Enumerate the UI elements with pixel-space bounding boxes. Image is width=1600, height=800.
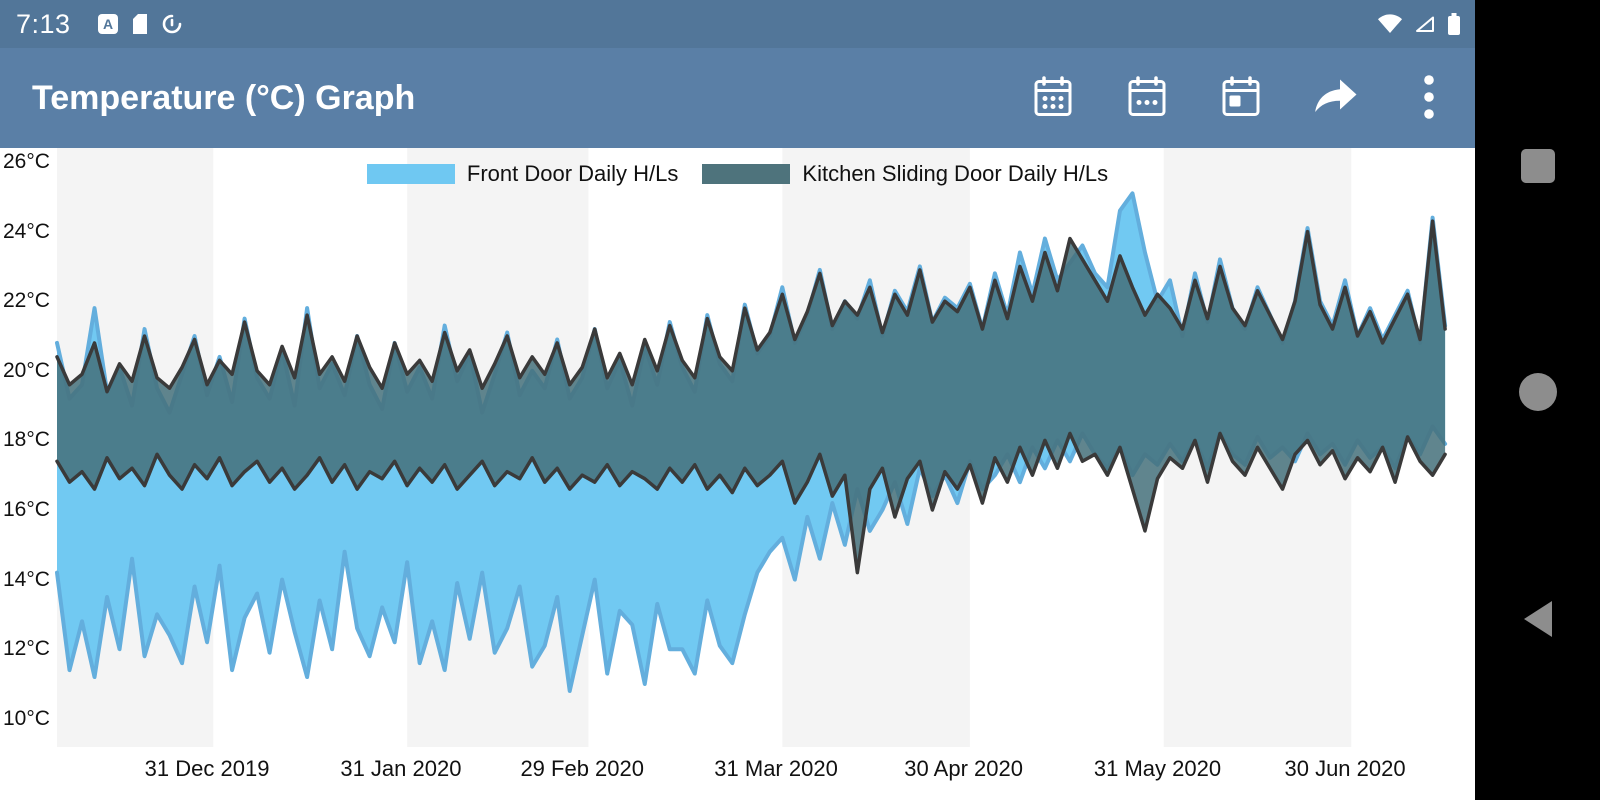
y-axis-label: 10°C — [3, 706, 50, 730]
chart-canvas[interactable] — [0, 148, 1475, 800]
legend-label-front-door: Front Door Daily H/Ls — [466, 161, 679, 186]
y-axis-label: 20°C — [3, 358, 50, 382]
back-triangle-icon — [1518, 597, 1558, 644]
data-saver-icon — [161, 13, 183, 35]
recents-square-icon — [1518, 146, 1558, 189]
calendar-dots-grid-icon — [1031, 75, 1075, 122]
legend-label-kitchen-door: Kitchen Sliding Door Daily H/Ls — [802, 161, 1109, 186]
app-bar-actions — [1029, 74, 1453, 122]
legend-item-front-door: Front Door Daily H/Ls — [366, 161, 679, 187]
x-axis-label: 30 Apr 2020 — [904, 756, 1023, 781]
svg-text:A: A — [103, 16, 113, 32]
legend-swatch-kitchen-door — [702, 164, 791, 184]
home-button[interactable] — [1514, 369, 1562, 417]
status-time: 7:13 — [16, 8, 71, 39]
status-bar: 7:13 A — [0, 0, 1475, 48]
legend-item-kitchen-door: Kitchen Sliding Door Daily H/Ls — [702, 161, 1108, 187]
back-button[interactable] — [1514, 596, 1562, 644]
x-axis-label: 29 Feb 2020 — [520, 756, 644, 781]
navigation-bar — [1475, 0, 1600, 800]
single-day-button[interactable] — [1217, 74, 1265, 122]
share-arrow-icon — [1311, 75, 1359, 122]
wifi-icon — [1377, 14, 1403, 34]
overflow-dots-icon — [1423, 74, 1435, 123]
y-axis-label: 16°C — [3, 498, 50, 521]
y-axis-label: 14°C — [3, 567, 50, 591]
y-axis-label: 22°C — [3, 289, 50, 313]
x-axis-label: 31 Dec 2019 — [144, 756, 270, 781]
page-title: Temperature (°C) Graph — [32, 78, 416, 117]
battery-icon — [1447, 12, 1461, 36]
app-bar: Temperature (°C) Graph — [0, 48, 1475, 148]
x-axis-label: 30 Jun 2020 — [1284, 756, 1406, 781]
sd-card-icon — [131, 13, 149, 35]
y-axis-label: 18°C — [3, 428, 50, 452]
x-axis-label: 31 May 2020 — [1093, 756, 1222, 781]
home-circle-icon — [1518, 372, 1558, 415]
jump-to-date-button[interactable] — [1029, 74, 1077, 122]
x-axis-label: 31 Jan 2020 — [340, 756, 462, 781]
recents-button[interactable] — [1514, 143, 1562, 191]
y-axis-label: 26°C — [3, 150, 50, 173]
temperature-chart[interactable]: Front Door Daily H/Ls Kitchen Sliding Do… — [0, 148, 1475, 800]
date-interval-button[interactable] — [1123, 74, 1171, 122]
cellular-signal-icon — [1414, 14, 1436, 34]
status-right-icons — [1377, 12, 1461, 36]
a-badge-icon: A — [97, 13, 119, 35]
y-axis-label: 12°C — [3, 637, 50, 661]
x-axis-label: 31 Mar 2020 — [714, 756, 838, 781]
legend-swatch-front-door — [366, 164, 455, 184]
status-left-icons: A — [97, 13, 183, 35]
calendar-dots-row-icon — [1125, 75, 1169, 122]
overflow-menu-button[interactable] — [1405, 74, 1453, 122]
calendar-day-icon — [1219, 75, 1263, 122]
y-axis-label: 24°C — [3, 219, 50, 243]
share-button[interactable] — [1311, 74, 1359, 122]
chart-legend: Front Door Daily H/Ls Kitchen Sliding Do… — [0, 161, 1475, 187]
